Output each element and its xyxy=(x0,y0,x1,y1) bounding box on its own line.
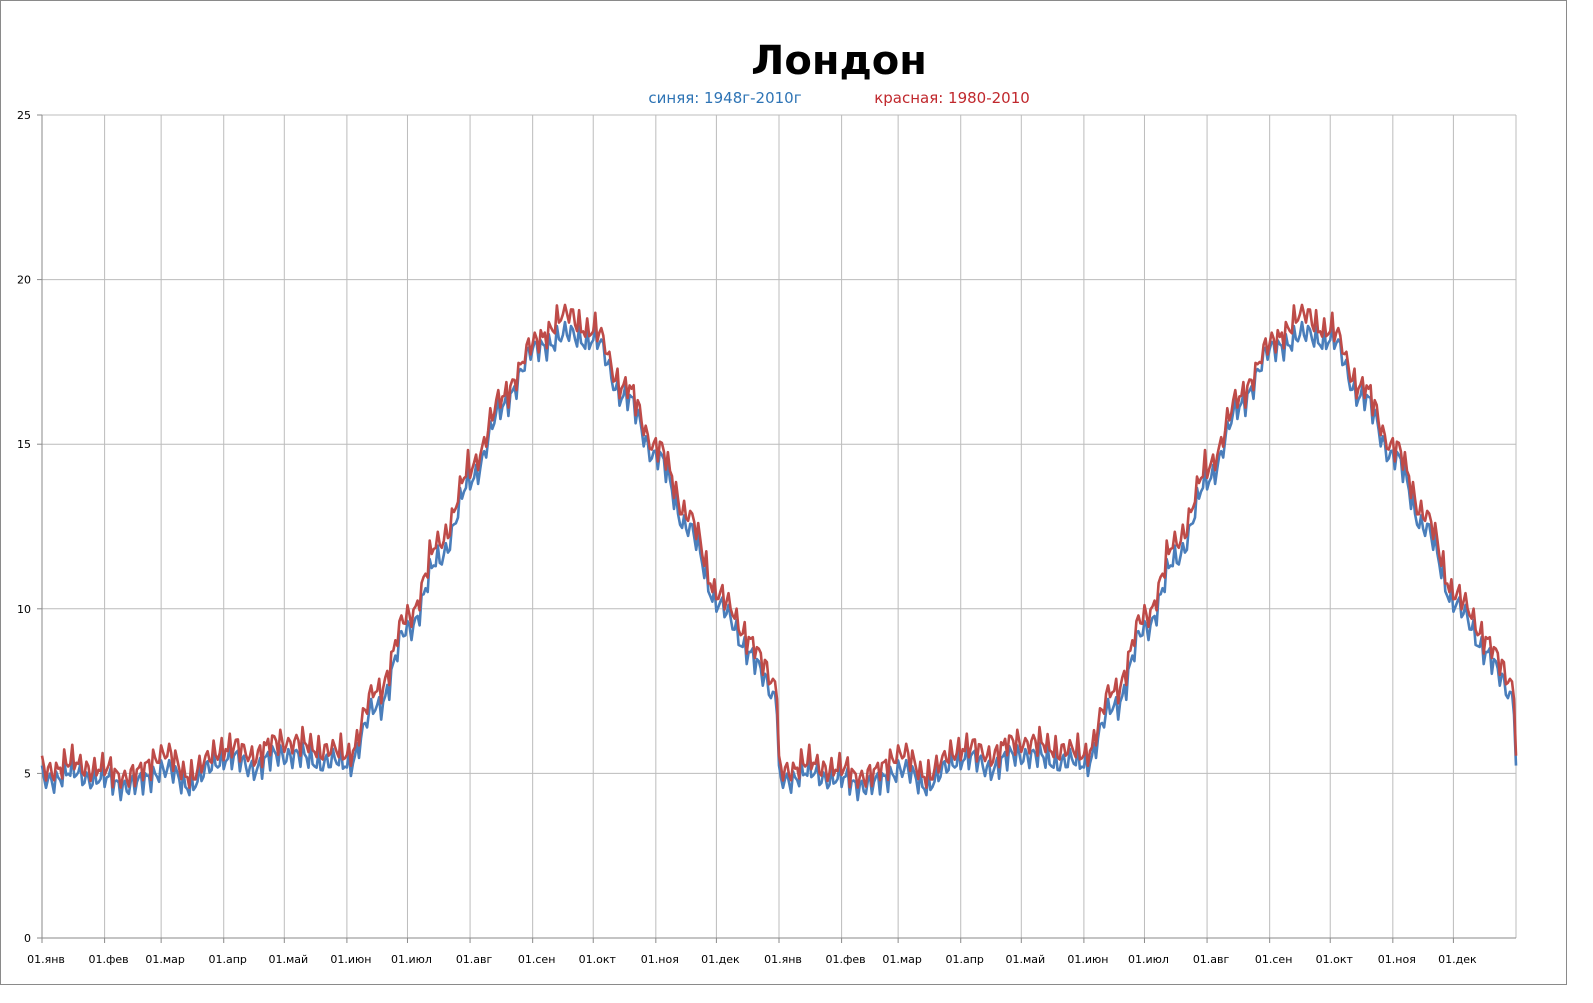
y-tick-label: 10 xyxy=(17,603,31,616)
subtitle-blue: синяя: 1948г-2010г xyxy=(648,89,801,107)
x-tick-label: 01.мар xyxy=(145,953,185,966)
x-tick-label: 01.сен xyxy=(1255,953,1293,966)
x-tick-label: 01.ноя xyxy=(641,953,679,966)
grid xyxy=(42,114,1517,938)
x-tick-label: 01.ноя xyxy=(1378,953,1416,966)
x-tick-label: 01.июн xyxy=(1067,953,1108,966)
x-tick-label: 01.июл xyxy=(1128,953,1169,966)
x-tick-label: 01.окт xyxy=(579,953,617,966)
x-tick-label: 01.июн xyxy=(330,953,371,966)
chart-frame: 01.янв 01.фев 01.мар 01.апр 01.май 01.июн 01.и… xyxy=(0,0,1567,985)
x-tick-label: 01.дек xyxy=(701,953,740,966)
x-tick-label: 01.апр xyxy=(209,953,247,966)
subtitle-red: красная: 1980-2010 xyxy=(874,89,1030,107)
series-group xyxy=(40,303,1518,802)
x-tick-label: 01.дек xyxy=(1438,953,1477,966)
y-tick-label: 20 xyxy=(17,274,31,287)
x-tick-label: 01.янв xyxy=(27,953,65,966)
x-tick-label: 01.май xyxy=(1005,953,1045,966)
series-line-red xyxy=(40,303,1518,790)
x-tick-label: 01.сен xyxy=(518,953,556,966)
line-chart: 01.янв 01.фев 01.мар 01.апр 01.май 01.июн 01.и… xyxy=(17,38,1518,966)
x-tick-label: 01.авг xyxy=(1193,953,1230,966)
x-tick-label: 01.июл xyxy=(391,953,432,966)
x-tick-label: 01.май xyxy=(268,953,308,966)
axes xyxy=(37,114,1516,943)
x-tick-label: 01.авг xyxy=(456,953,493,966)
y-tick-label: 5 xyxy=(24,767,31,780)
x-tick-label: 01.янв xyxy=(764,953,802,966)
y-tick-label: 15 xyxy=(17,438,31,451)
x-tick-label: 01.апр xyxy=(946,953,984,966)
y-tick-label: 0 xyxy=(24,932,31,945)
x-tick-label: 01.мар xyxy=(882,953,922,966)
y-tick-label: 25 xyxy=(17,109,31,122)
chart-title: Лондон xyxy=(751,38,927,84)
x-tick-label: 01.фев xyxy=(826,953,866,966)
tick-labels: 01.янв 01.фев 01.мар 01.апр 01.май 01.июн 01.и… xyxy=(17,109,1477,966)
x-tick-label: 01.окт xyxy=(1316,953,1354,966)
x-tick-label: 01.фев xyxy=(89,953,129,966)
